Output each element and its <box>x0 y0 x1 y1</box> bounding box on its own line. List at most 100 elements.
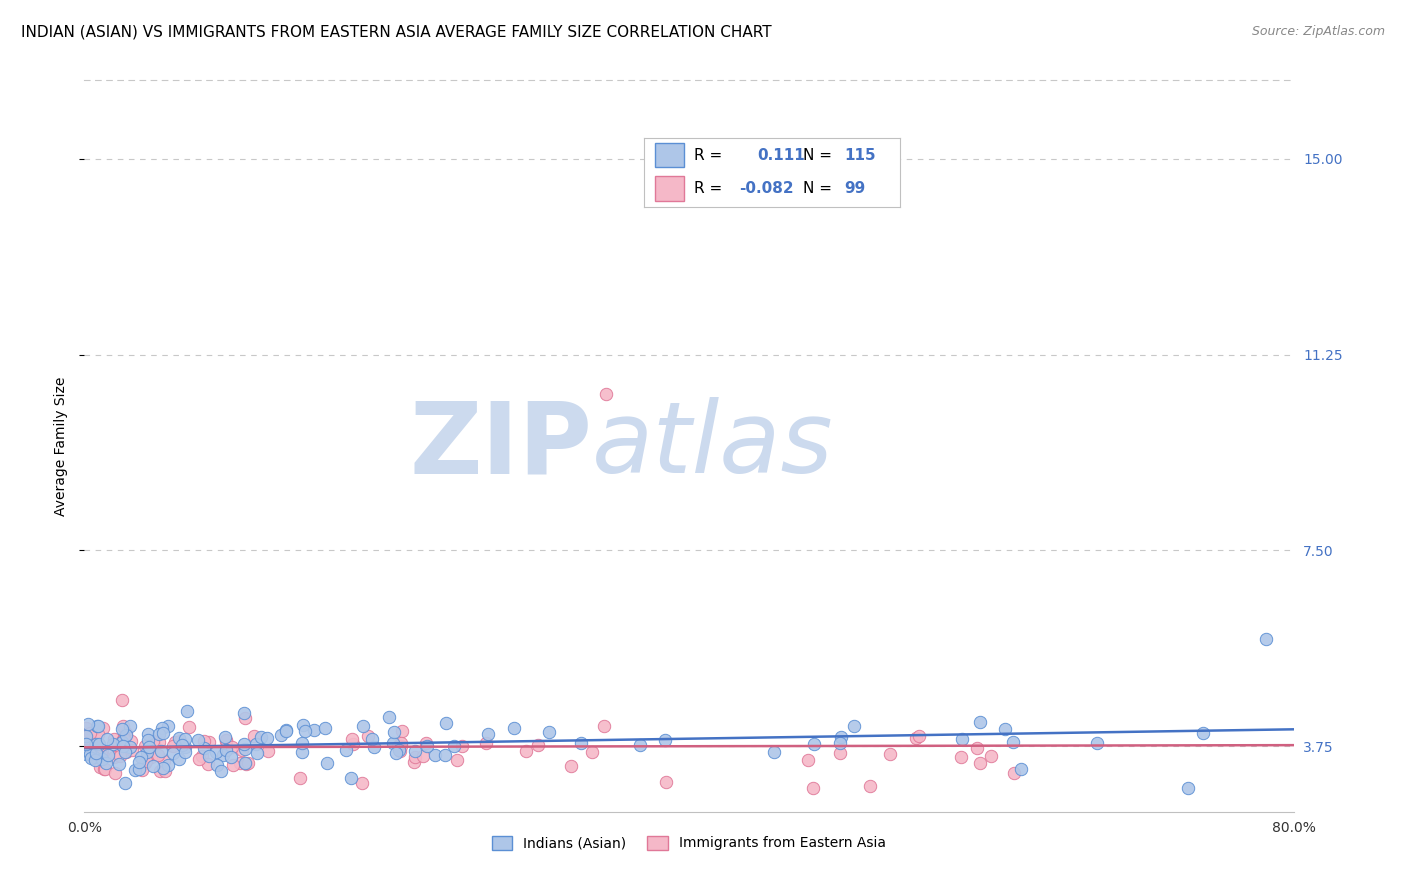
Point <box>378 710 401 724</box>
Point <box>302 723 325 738</box>
Point <box>134 739 156 753</box>
Point <box>256 744 278 758</box>
Point <box>152 761 174 775</box>
Point <box>363 740 385 755</box>
Point <box>76 717 98 731</box>
Point <box>93 763 115 777</box>
Point <box>235 757 257 772</box>
Point <box>628 738 651 752</box>
Point <box>188 751 211 765</box>
Point <box>801 781 824 796</box>
Point <box>233 706 256 720</box>
Y-axis label: Average Family Size: Average Family Size <box>55 376 69 516</box>
Point <box>256 731 278 746</box>
Point <box>89 759 111 773</box>
Point <box>83 749 105 764</box>
Point <box>654 732 676 747</box>
Point <box>250 730 273 744</box>
Point <box>385 746 408 760</box>
Point <box>89 749 111 764</box>
Text: ZIP: ZIP <box>409 398 592 494</box>
Point <box>138 740 160 755</box>
Point <box>162 739 184 754</box>
Point <box>111 722 134 736</box>
Point <box>110 735 132 749</box>
Point <box>503 721 526 735</box>
Point <box>381 736 404 750</box>
Point <box>243 729 266 743</box>
Point <box>1002 765 1025 780</box>
Point <box>148 727 170 741</box>
Point <box>111 719 134 733</box>
Text: -0.082: -0.082 <box>740 181 793 196</box>
Point <box>593 719 616 733</box>
Point <box>101 737 124 751</box>
Point <box>425 747 447 762</box>
Point <box>655 775 678 789</box>
Text: N =: N = <box>803 147 832 162</box>
Point <box>156 758 179 772</box>
Point <box>136 749 159 764</box>
Point <box>112 731 135 745</box>
Point <box>1001 735 1024 749</box>
Point <box>148 734 170 748</box>
Point <box>169 734 191 748</box>
Point <box>1256 632 1278 647</box>
Point <box>94 762 117 776</box>
Point <box>949 750 972 764</box>
Point <box>193 740 215 755</box>
Point <box>84 737 107 751</box>
Point <box>526 738 548 752</box>
Point <box>146 747 169 762</box>
Point <box>75 729 97 743</box>
Point <box>904 731 927 745</box>
Point <box>515 744 537 758</box>
Point <box>803 737 825 751</box>
Point <box>950 732 973 747</box>
Point <box>211 748 233 763</box>
Point <box>352 776 374 790</box>
Point <box>111 693 134 707</box>
Point <box>91 752 114 766</box>
Point <box>416 739 439 754</box>
Point <box>142 758 165 772</box>
Point <box>75 743 97 757</box>
Point <box>290 771 312 785</box>
Point <box>156 719 179 733</box>
Point <box>111 739 134 754</box>
Point <box>294 724 316 739</box>
Point <box>907 729 929 743</box>
Point <box>110 743 132 757</box>
Point <box>475 736 498 750</box>
Point <box>149 743 172 757</box>
Point <box>143 738 166 752</box>
Point <box>1177 781 1199 796</box>
Point <box>177 720 200 734</box>
Point <box>830 747 852 761</box>
Point <box>352 719 374 733</box>
Point <box>569 736 592 750</box>
Point <box>170 739 193 753</box>
Point <box>276 723 298 738</box>
Point <box>315 756 337 771</box>
Point <box>879 747 901 761</box>
Point <box>1192 726 1215 740</box>
Point <box>165 735 187 749</box>
Point <box>246 746 269 760</box>
Point <box>229 756 252 770</box>
Point <box>214 733 236 747</box>
Text: N =: N = <box>803 181 832 196</box>
Point <box>153 754 176 768</box>
Point <box>446 753 468 767</box>
Point <box>84 753 107 767</box>
Point <box>112 732 135 747</box>
Point <box>162 747 184 761</box>
Point <box>404 743 426 757</box>
Point <box>382 725 405 739</box>
Point <box>537 725 560 739</box>
Point <box>450 739 472 753</box>
Point <box>96 731 118 746</box>
Point <box>969 756 991 771</box>
Point <box>84 733 107 747</box>
Point <box>1011 762 1033 776</box>
